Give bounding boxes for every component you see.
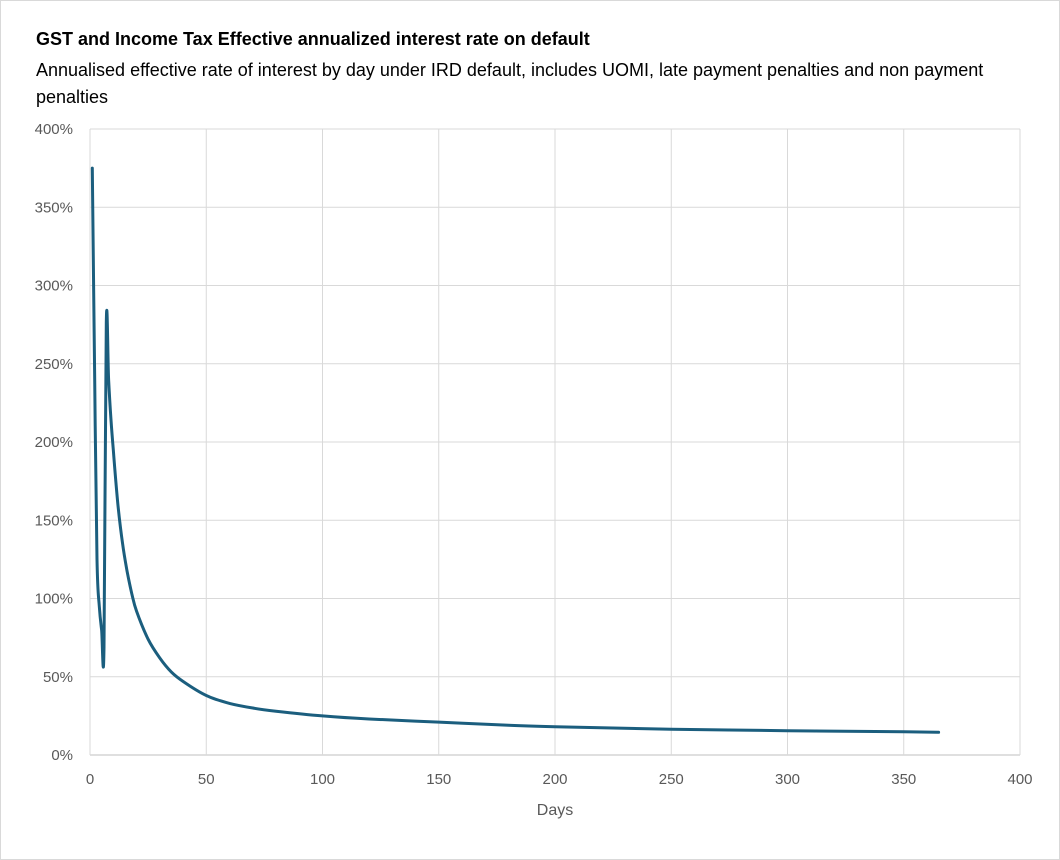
- x-tick-label: 200: [542, 771, 567, 788]
- y-tick-label: 0%: [51, 747, 73, 764]
- y-tick-label: 200%: [35, 434, 73, 451]
- series-line: [90, 166, 941, 734]
- y-tick-label: 250%: [35, 356, 73, 373]
- series-layer: [90, 166, 941, 734]
- x-tick-label: 250: [659, 771, 684, 788]
- x-tick-label: 300: [775, 771, 800, 788]
- y-tick-label: 50%: [43, 669, 73, 686]
- x-tick-label: 350: [891, 771, 916, 788]
- x-tick-label: 400: [1007, 771, 1032, 788]
- x-tick-label: 150: [426, 771, 451, 788]
- x-tick-label: 100: [310, 771, 335, 788]
- y-tick-label: 150%: [35, 512, 73, 529]
- x-tick-label: 50: [198, 771, 215, 788]
- y-tick-label: 350%: [35, 199, 73, 216]
- gridlines: [89, 128, 1021, 756]
- y-tick-label: 400%: [35, 121, 73, 138]
- chart-title: GST and Income Tax Effective annualized …: [36, 29, 590, 49]
- chart-subtitle: Annualised effective rate of interest by…: [36, 60, 984, 107]
- y-tick-label: 300%: [35, 278, 73, 295]
- x-tick-label: 0: [86, 771, 94, 788]
- x-axis-tick-labels: 0 50 100 150 200 250 300 350 400: [86, 771, 1033, 788]
- y-axis-tick-labels: 0% 50% 100% 150% 200% 250% 300% 350% 400%: [35, 121, 73, 764]
- y-tick-label: 100%: [35, 591, 73, 608]
- x-axis-title: Days: [537, 802, 573, 819]
